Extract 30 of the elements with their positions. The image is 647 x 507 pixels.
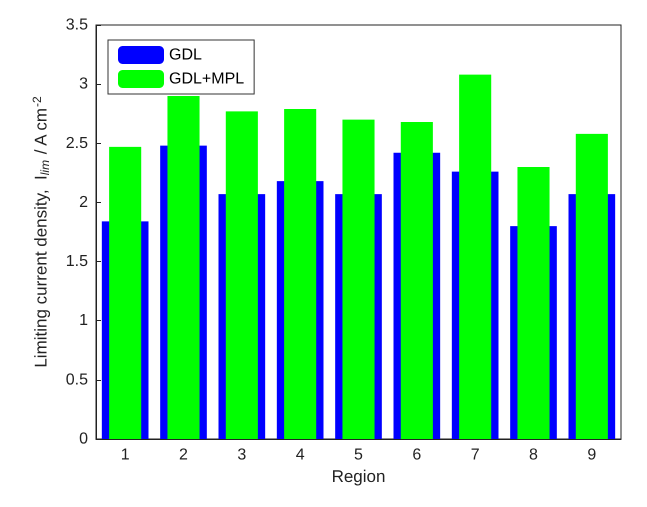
x-tick-label: 3 — [237, 446, 246, 464]
x-tick-label: 7 — [470, 446, 480, 464]
bar — [284, 108, 316, 439]
bar — [109, 146, 142, 439]
x-tick-label: 9 — [587, 446, 596, 464]
legend-label: GDL+MPL — [169, 70, 244, 88]
x-tick-label: 5 — [354, 446, 364, 464]
bar — [226, 111, 258, 439]
legend-label: GDL — [169, 46, 202, 64]
bar — [400, 122, 433, 439]
bar — [167, 96, 200, 439]
x-tick-label: 1 — [120, 446, 130, 464]
y-tick-label: 1.5 — [66, 253, 88, 270]
x-tick-label: 4 — [296, 446, 305, 464]
bar — [342, 120, 375, 439]
y-tick-label: 2.5 — [66, 134, 88, 152]
bar — [517, 166, 550, 439]
y-tick-label: 2 — [79, 194, 88, 211]
y-tick-label: 0 — [79, 430, 88, 448]
y-tick-label: 3 — [79, 76, 88, 93]
y-tick-label: 3.5 — [66, 16, 88, 34]
bar — [576, 134, 608, 439]
x-axis-title: Region — [332, 466, 386, 486]
x-tick-label: 2 — [179, 446, 188, 464]
y-tick-label: 0.5 — [66, 371, 88, 388]
bar — [459, 74, 492, 439]
y-axis-title: Limiting current density, Ilim / A cm-2 — [30, 96, 52, 368]
y-tick-label: 1 — [79, 312, 88, 330]
x-tick-label: 6 — [412, 446, 422, 464]
x-tick-label: 8 — [529, 446, 538, 464]
